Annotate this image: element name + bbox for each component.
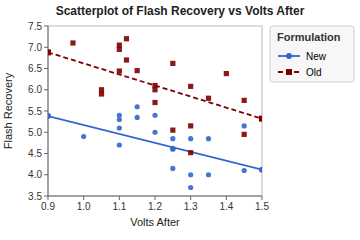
- point: [152, 113, 157, 118]
- tick: [119, 196, 120, 200]
- chart: Scatterplot of Flash Recovery vs Volts A…: [0, 0, 360, 240]
- point: [170, 61, 175, 66]
- legend-marker: [286, 53, 292, 59]
- point: [242, 168, 247, 173]
- tick-label: 6.0: [28, 84, 42, 95]
- point: [152, 100, 157, 105]
- tick: [44, 174, 48, 175]
- point: [99, 91, 104, 96]
- tick: [44, 153, 48, 154]
- tick: [48, 196, 49, 200]
- regression-line: [48, 116, 262, 170]
- tick-label: 1.0: [77, 201, 91, 212]
- tick-label: 5.5: [28, 106, 42, 117]
- tick: [44, 47, 48, 48]
- title: Scatterplot of Flash Recovery vs Volts A…: [56, 4, 305, 18]
- legend-label: New: [306, 51, 327, 62]
- point: [188, 150, 193, 155]
- tick-label: 1.5: [255, 201, 269, 212]
- tick-label: 1.1: [112, 201, 126, 212]
- point: [135, 68, 140, 73]
- x-axis: [48, 196, 262, 197]
- point: [188, 123, 193, 128]
- tick: [190, 196, 191, 200]
- point: [206, 136, 211, 141]
- tick-label: 4.0: [28, 169, 42, 180]
- tick: [44, 26, 48, 27]
- point: [117, 125, 122, 130]
- line-marker: [48, 113, 51, 119]
- x-axis-label: Volts After: [130, 216, 180, 228]
- tick: [44, 196, 48, 197]
- legend-label: Old: [306, 67, 322, 78]
- line-marker: [259, 167, 262, 173]
- point: [170, 128, 175, 133]
- legend-title: Formulation: [277, 31, 341, 43]
- tick: [155, 196, 156, 200]
- point: [124, 36, 129, 41]
- point: [206, 172, 211, 177]
- point: [117, 113, 122, 118]
- tick: [44, 132, 48, 133]
- tick-label: 7.5: [28, 21, 42, 32]
- legend-box: [270, 26, 354, 82]
- marks: [48, 36, 262, 190]
- point: [242, 132, 247, 137]
- tick-label: 5.0: [28, 127, 42, 138]
- point: [135, 115, 140, 120]
- point: [170, 166, 175, 171]
- tick-label: 6.5: [28, 63, 42, 74]
- plot-frame: [48, 26, 262, 196]
- point: [170, 147, 175, 152]
- tick: [83, 196, 84, 200]
- point: [170, 136, 175, 141]
- point: [224, 71, 229, 76]
- point: [188, 136, 193, 141]
- point: [242, 123, 247, 128]
- point: [124, 57, 129, 62]
- tick: [44, 89, 48, 90]
- tick-label: 1.4: [219, 201, 233, 212]
- point: [188, 185, 193, 190]
- point: [70, 40, 75, 45]
- point: [117, 47, 122, 52]
- point: [188, 84, 193, 89]
- tick-label: 3.5: [28, 191, 42, 202]
- point: [135, 104, 140, 109]
- point: [117, 68, 122, 73]
- legend-marker: [286, 69, 292, 75]
- tick-label: 4.5: [28, 148, 42, 159]
- tick-label: 0.9: [41, 201, 55, 212]
- tick: [44, 111, 48, 112]
- point: [188, 172, 193, 177]
- tick-label: 1.2: [148, 201, 162, 212]
- point: [152, 87, 157, 92]
- tick-label: 1.3: [184, 201, 198, 212]
- tick: [262, 196, 263, 200]
- y-axis-label: Flash Recovery: [2, 72, 14, 149]
- point: [206, 96, 211, 101]
- tick-label: 7.0: [28, 42, 42, 53]
- point: [170, 146, 175, 151]
- point: [117, 142, 122, 147]
- legend: Formulation New Old: [270, 26, 354, 82]
- tick: [226, 196, 227, 200]
- point: [242, 98, 247, 103]
- tick: [44, 68, 48, 69]
- line-marker: [48, 49, 51, 55]
- regression-line: [48, 52, 262, 118]
- point: [81, 134, 86, 139]
- line-marker: [259, 116, 262, 122]
- point: [152, 130, 157, 135]
